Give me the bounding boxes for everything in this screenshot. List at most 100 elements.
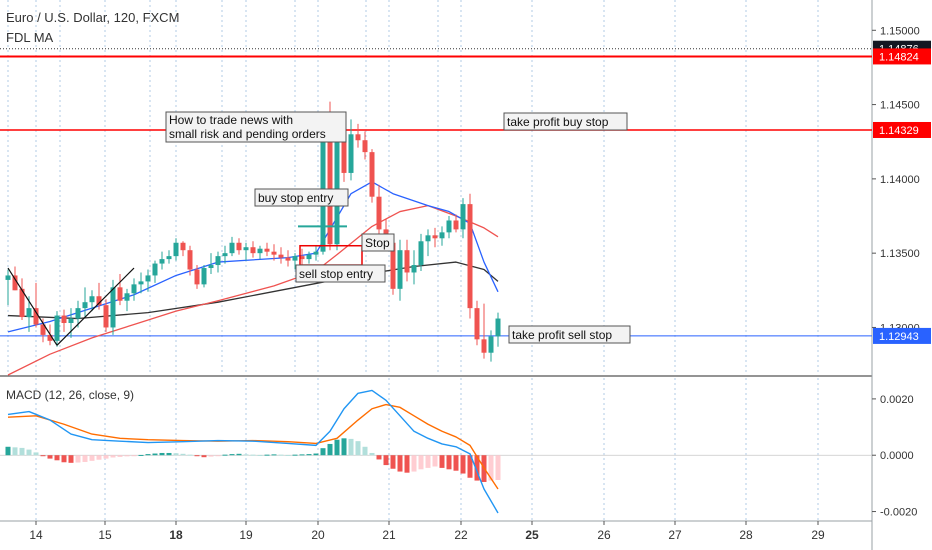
candle — [61, 309, 67, 332]
macd-hist-bar — [306, 454, 312, 456]
candle-body — [236, 242, 242, 251]
price-tick-label: 1.14500 — [880, 100, 920, 112]
candle-body — [264, 248, 270, 252]
macd-hist-bar — [117, 455, 123, 457]
candle — [369, 149, 375, 203]
candle-body — [68, 318, 74, 323]
macd-hist-bar — [152, 453, 158, 456]
time-tick-label: 19 — [239, 528, 253, 542]
candle — [474, 300, 480, 346]
macd-hist-bar — [250, 454, 256, 456]
macd-hist-bar — [299, 454, 305, 456]
candle-body — [397, 250, 403, 289]
candle-body — [19, 288, 25, 318]
macd-hist-bar — [40, 455, 46, 457]
candle — [362, 131, 368, 160]
macd-tick-label: -0.0020 — [880, 507, 917, 519]
candle — [278, 247, 284, 264]
stop-callout[interactable]: Stop — [361, 233, 395, 252]
candle-body — [33, 308, 39, 325]
candle-body — [187, 250, 193, 270]
candle-body — [208, 265, 214, 269]
axes: 14 15 18 19 20 21 22 25 26 27 28 29 1.15000 1.14500 1.… — [29, 25, 931, 542]
candle-body — [460, 204, 466, 230]
macd-hist-bar — [362, 446, 368, 456]
time-tick-label: 20 — [311, 528, 325, 542]
tp-buy-callout[interactable]: take profit buy stop — [503, 112, 628, 131]
candle — [334, 122, 340, 251]
time-tick-label: 26 — [597, 528, 611, 542]
candle — [397, 239, 403, 301]
macd-hist-bar — [26, 449, 32, 456]
macd-hist-bar — [439, 455, 445, 468]
candle-body — [390, 242, 396, 289]
candle — [292, 253, 298, 270]
candle — [180, 241, 186, 257]
macd-hist-bar — [453, 455, 459, 471]
note-callout[interactable]: How to trade news with small risk and pe… — [165, 111, 347, 143]
candle-body — [138, 281, 144, 285]
candle-body — [12, 275, 18, 291]
price-levels — [0, 48, 872, 337]
macd-hist-bar — [236, 453, 242, 456]
candle — [306, 251, 312, 264]
macd-hist-bar — [145, 454, 151, 456]
candle-body — [474, 308, 480, 340]
macd-hist-bar — [19, 447, 25, 456]
time-tick-label: 22 — [454, 528, 468, 542]
candle — [446, 216, 452, 239]
candle — [124, 288, 130, 312]
candle — [54, 311, 60, 347]
macd-hist-bar — [61, 455, 67, 463]
macd-hist-bar — [376, 455, 382, 460]
candle-body — [89, 296, 95, 303]
tp-sell-callout[interactable]: take profit sell stop — [508, 325, 631, 344]
macd-hist-bar — [369, 452, 375, 456]
candle-body — [222, 253, 228, 257]
macd-tick-label: 0.0020 — [880, 394, 914, 406]
candle — [439, 226, 445, 246]
macd-hist-bar — [215, 455, 221, 457]
candle — [187, 245, 193, 276]
macd-hist-bar — [285, 454, 291, 456]
candle — [355, 123, 361, 148]
candle-body — [124, 293, 130, 301]
candle — [68, 308, 74, 338]
time-tick-label: 15 — [98, 528, 112, 542]
macd-hist-bar — [278, 454, 284, 456]
candle — [166, 250, 172, 264]
chart-title: Euro / U.S. Dollar, 120, FXCM — [6, 10, 179, 25]
macd-hist-bar — [229, 454, 235, 456]
indicator-label: FDL MA — [6, 30, 54, 45]
ma-red-line — [7, 204, 499, 376]
candle-body — [348, 134, 354, 173]
macd-hist-bar — [12, 447, 18, 456]
candle-body — [26, 308, 32, 318]
candle — [96, 282, 102, 310]
note-line-2: small risk and pending orders — [169, 127, 326, 141]
macd-hist-bar — [432, 455, 438, 467]
price-badge: 1.14824 — [873, 48, 931, 65]
macd-hist-bar — [320, 448, 326, 456]
candle — [495, 312, 501, 347]
sell-stop-entry-callout[interactable]: sell stop entry — [295, 264, 386, 283]
candle-body — [180, 242, 186, 251]
candle-body — [425, 235, 431, 242]
candle-body — [131, 284, 137, 294]
candle — [229, 236, 235, 257]
macd-hist-bar — [488, 455, 494, 481]
trendline-down — [7, 267, 58, 346]
candle — [208, 253, 214, 274]
candle — [411, 250, 417, 285]
candle — [404, 239, 410, 282]
macd-hist-bar — [166, 452, 172, 456]
macd-hist-bar — [194, 455, 200, 457]
buy-stop-entry-callout[interactable]: buy stop entry — [254, 188, 349, 207]
price-badge: 1.14329 — [873, 121, 931, 138]
candle-body — [432, 235, 438, 239]
candle — [425, 229, 431, 257]
time-tick-label: 14 — [29, 528, 43, 542]
macd-hist-bar — [334, 439, 340, 456]
candle-body — [257, 248, 263, 254]
